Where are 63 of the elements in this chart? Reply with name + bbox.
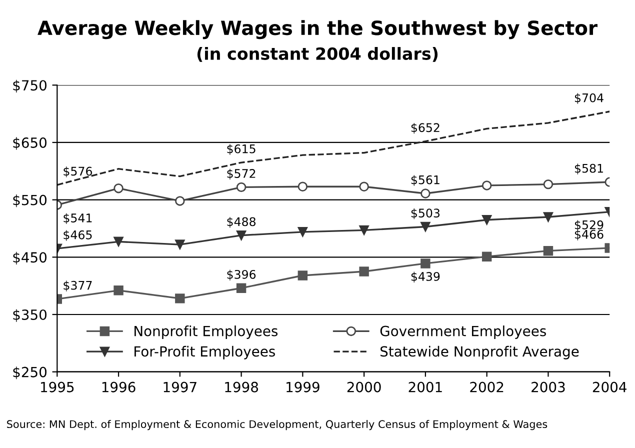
point xyxy=(543,212,554,222)
point xyxy=(298,270,308,280)
point xyxy=(175,196,185,206)
point xyxy=(236,182,246,192)
point xyxy=(359,266,369,276)
x-tick-label: 1996 xyxy=(102,382,136,392)
data-label: $615 xyxy=(227,144,256,155)
x-tick-label: 1998 xyxy=(225,382,258,392)
y-tick-label: $450 xyxy=(13,252,47,264)
chart-title: Average Weekly Wages in the Southwest by Sector xyxy=(38,20,598,40)
legend-label: For-Profit Employees xyxy=(134,346,275,360)
data-label: $439 xyxy=(411,272,440,282)
point xyxy=(175,240,185,250)
data-label: $541 xyxy=(64,213,92,224)
x-tick-label: 2003 xyxy=(532,382,565,392)
point xyxy=(298,182,308,192)
point xyxy=(482,180,492,190)
x-tick-label: 2001 xyxy=(408,382,442,392)
point xyxy=(482,252,492,262)
data-label: $561 xyxy=(411,175,440,186)
data-label: $704 xyxy=(574,93,604,104)
x-tick-label: 1995 xyxy=(41,382,74,392)
data-label: $529 xyxy=(574,220,604,231)
y-tick-label: $750 xyxy=(13,80,47,92)
point xyxy=(420,222,430,232)
data-label: $466 xyxy=(574,230,604,240)
point xyxy=(359,182,369,192)
point xyxy=(114,286,124,296)
point xyxy=(175,294,185,304)
source-note: Source: MN Dept. of Employment & Economic Development, Quarterly Census of Employment & Wages xyxy=(7,420,548,430)
x-tick-label: 2000 xyxy=(347,382,381,392)
legend-label: Government Employees xyxy=(380,326,546,339)
point xyxy=(298,227,308,237)
y-tick-label: $250 xyxy=(13,366,47,380)
x-tick-label: 2002 xyxy=(470,382,504,392)
point xyxy=(420,188,430,198)
data-label: $652 xyxy=(411,122,440,134)
data-label: $377 xyxy=(64,280,92,292)
data-label: $576 xyxy=(64,166,92,178)
legend-label: Nonprofit Employees xyxy=(134,326,278,339)
point xyxy=(482,215,492,225)
y-tick-label: $350 xyxy=(13,309,47,322)
x-tick-label: 2004 xyxy=(592,382,626,392)
data-label: $396 xyxy=(227,270,256,280)
data-label: $581 xyxy=(574,164,603,174)
point xyxy=(420,258,430,268)
chart-subtitle: (in constant 2004 dollars) xyxy=(197,47,438,62)
point xyxy=(543,246,554,256)
legend-label: Statewide Nonprofit Average xyxy=(380,346,579,360)
point xyxy=(543,179,554,190)
data-label: $488 xyxy=(227,216,256,228)
x-tick-label: 1999 xyxy=(286,382,320,392)
point xyxy=(236,283,246,293)
y-tick-label: $650 xyxy=(13,137,47,150)
point xyxy=(359,225,369,236)
data-label: $572 xyxy=(227,168,256,180)
data-label: $503 xyxy=(411,208,440,220)
point xyxy=(236,230,246,240)
y-tick-label: $550 xyxy=(13,194,47,208)
data-label: $465 xyxy=(64,230,92,241)
point xyxy=(114,183,124,194)
x-tick-label: 1997 xyxy=(164,382,196,392)
point xyxy=(114,236,124,247)
